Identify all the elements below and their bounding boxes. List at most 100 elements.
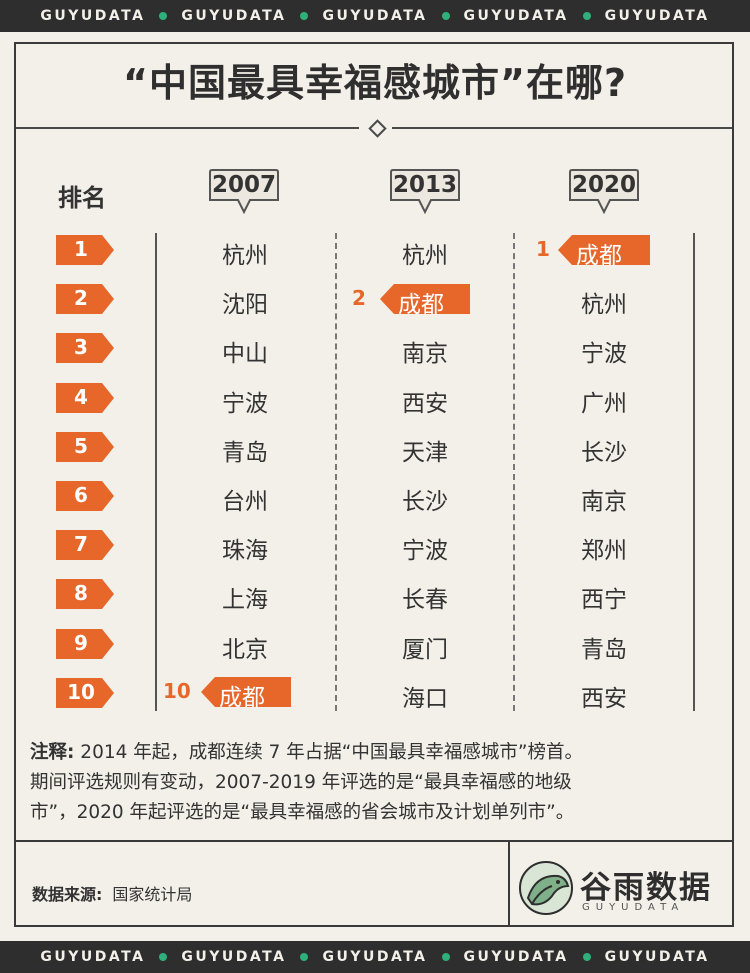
rank-badge: 9: [56, 629, 114, 659]
rank-number: 10: [67, 680, 95, 704]
banner-word: GUYUDATA: [322, 949, 428, 965]
banner-word: GUYUDATA: [181, 949, 287, 965]
rank-badge: 5: [56, 432, 114, 462]
city-cell: 宁波: [222, 391, 268, 417]
note-line: 2014 年起，成都连续 7 年占据“中国最具幸福感城市”榜首。: [80, 742, 583, 763]
banner-dot: [582, 12, 591, 20]
highlight-tag: 成都: [201, 677, 291, 711]
banner-dot: [441, 953, 450, 961]
rank-header: 排名: [58, 184, 106, 212]
highlight-2020: 1 成都: [536, 235, 656, 269]
rank-badge: 7: [56, 530, 114, 560]
city-cell: 宁波: [402, 538, 448, 564]
city-cell: 杭州: [581, 292, 627, 318]
note-line: 期间评选规则有变动，2007-2019 年评选的是“最具幸福感的地级: [30, 772, 572, 793]
city-cell: 厦门: [402, 637, 448, 663]
year-tag-2013: 2013: [389, 168, 461, 216]
source-value: 国家统计局: [112, 885, 193, 904]
banner-dot: [300, 12, 309, 20]
year-label: 2020: [571, 172, 636, 198]
highlight-rank: 10: [163, 679, 191, 703]
rank-number: 5: [74, 434, 88, 458]
highlight-rank: 1: [536, 237, 550, 261]
year-tag-2020: 2020: [568, 168, 640, 216]
column-divider: [513, 233, 515, 711]
banner-dot: [582, 953, 591, 961]
city-cell: 中山: [222, 341, 268, 367]
rank-badge: 1: [56, 235, 114, 265]
brand-logo: 谷雨数据 GUYUDATA: [518, 856, 728, 920]
title-divider-right: [392, 127, 732, 129]
highlight-2007: 10 成都: [163, 677, 293, 711]
highlight-tag: 成都: [380, 284, 470, 318]
banner-dot: [300, 953, 309, 961]
rank-badge: 4: [56, 383, 114, 413]
city-cell: 南京: [402, 341, 448, 367]
rank-badge: 10: [56, 678, 114, 708]
banner-word: GUYUDATA: [322, 8, 428, 24]
highlight-city: 成都: [576, 243, 622, 269]
city-cell: 台州: [222, 489, 268, 515]
rank-number: 3: [74, 335, 88, 359]
note-label: 注释:: [30, 742, 75, 763]
column-divider: [335, 233, 337, 711]
data-source: 数据来源: 国家统计局: [32, 881, 192, 905]
title-divider-left: [16, 127, 359, 129]
banner-word: GUYUDATA: [463, 949, 569, 965]
city-cell: 青岛: [581, 637, 627, 663]
footer-divider: [14, 840, 734, 842]
city-cell: 长春: [402, 587, 448, 613]
banner-word: GUYUDATA: [604, 8, 710, 24]
rank-number: 8: [74, 581, 88, 605]
top-banner: GUYUDATA GUYUDATA GUYUDATA GUYUDATA GUYU…: [0, 0, 750, 32]
note-line: 市”，2020 年起评选的是“最具幸福感的省会城市及计划单列市”。: [30, 802, 575, 823]
banner-dot: [159, 12, 168, 20]
rank-badge: 8: [56, 579, 114, 609]
banner-word: GUYUDATA: [40, 8, 146, 24]
highlight-2013: 2 成都: [352, 284, 472, 318]
city-cell: 广州: [581, 391, 627, 417]
bottom-banner: GUYUDATA GUYUDATA GUYUDATA GUYUDATA GUYU…: [0, 941, 750, 973]
city-cell: 郑州: [581, 538, 627, 564]
column-divider: [155, 233, 157, 711]
page-title: “中国最具幸福感城市”在哪?: [123, 61, 627, 105]
city-cell: 青岛: [222, 440, 268, 466]
year-label: 2013: [392, 172, 457, 198]
highlight-tag: 成都: [558, 235, 650, 269]
banner-dot: [159, 953, 168, 961]
banner-word: GUYUDATA: [181, 8, 287, 24]
city-cell: 长沙: [402, 489, 448, 515]
rank-badge: 2: [56, 284, 114, 314]
banner-word: GUYUDATA: [604, 949, 710, 965]
highlight-rank: 2: [352, 286, 366, 310]
banner-word: GUYUDATA: [40, 949, 146, 965]
year-label: 2007: [211, 172, 276, 198]
source-label: 数据来源:: [32, 885, 103, 904]
city-cell: 沈阳: [222, 292, 268, 318]
rank-number: 4: [74, 385, 88, 409]
rank-number: 6: [74, 483, 88, 507]
logo-text-en: GUYUDATA: [582, 902, 685, 913]
city-cell: 天津: [402, 440, 448, 466]
city-cell: 海口: [402, 686, 448, 712]
rank-number: 9: [74, 631, 88, 655]
city-cell: 西安: [581, 686, 627, 712]
highlight-city: 成都: [219, 685, 265, 711]
city-cell: 南京: [581, 489, 627, 515]
rank-badge: 6: [56, 481, 114, 511]
year-tag-2007: 2007: [208, 168, 280, 216]
column-divider: [693, 233, 695, 711]
city-cell: 珠海: [222, 538, 268, 564]
bird-logo-icon: [519, 861, 573, 915]
city-cell: 杭州: [402, 243, 448, 269]
city-cell: 长沙: [581, 440, 627, 466]
city-cell: 宁波: [581, 341, 627, 367]
city-cell: 西安: [402, 391, 448, 417]
rank-number: 1: [74, 237, 88, 261]
logo-text-cn: 谷雨数据: [580, 870, 712, 906]
footnote: 注释: 2014 年起，成都连续 7 年占据“中国最具幸福感城市”榜首。 期间评…: [30, 738, 730, 828]
rank-number: 7: [74, 532, 88, 556]
rank-badge: 3: [56, 333, 114, 363]
rank-number: 2: [74, 286, 88, 310]
highlight-city: 成都: [398, 292, 444, 318]
